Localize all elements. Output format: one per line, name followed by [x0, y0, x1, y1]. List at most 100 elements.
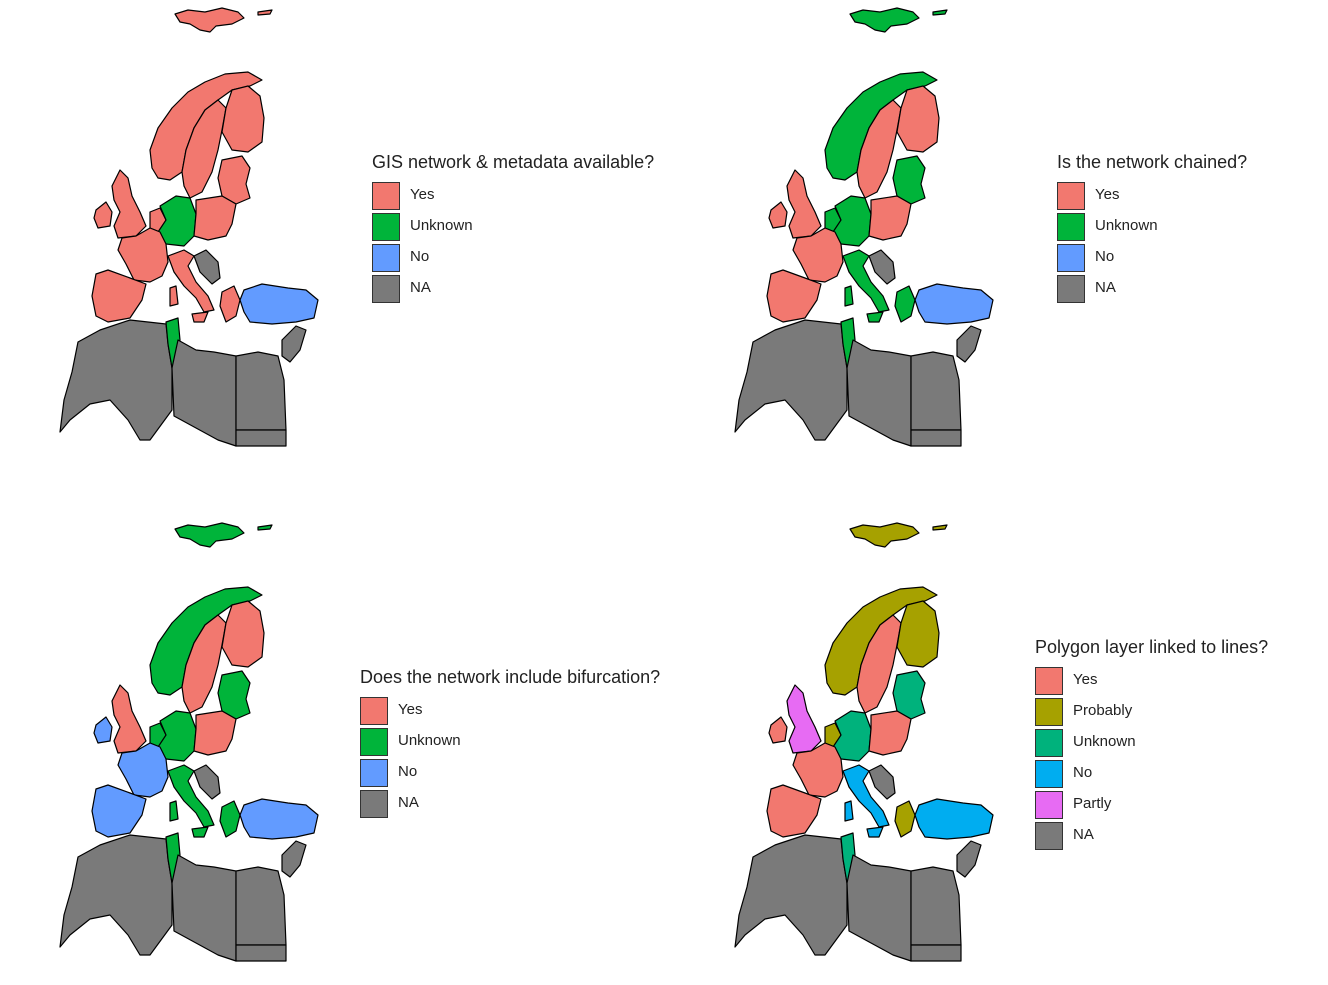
- turkey-region: [914, 283, 994, 325]
- legend-label: No: [398, 763, 418, 780]
- legend-label: Unknown: [1073, 733, 1136, 750]
- legend-label: NA: [410, 279, 431, 296]
- ireland-region: [768, 716, 788, 744]
- choropleth-map: [734, 7, 994, 447]
- legend-item-no: No: [1035, 759, 1268, 790]
- choropleth-map: [734, 522, 994, 962]
- svalbard-island-region: [257, 9, 273, 16]
- ireland-region: [93, 201, 113, 229]
- legend-swatch: [1057, 213, 1085, 241]
- legend-swatch: [1035, 791, 1063, 819]
- sicily-region: [191, 311, 209, 323]
- ireland-region: [768, 201, 788, 229]
- legend: Is the network chained? Yes Unknown No NA: [1057, 152, 1247, 305]
- svalbard-region: [174, 7, 245, 33]
- baltics-region: [217, 155, 251, 205]
- svalbard-island-region: [932, 9, 948, 16]
- levant-region: [956, 325, 982, 363]
- greece-region: [219, 800, 241, 838]
- legend-label: Yes: [398, 701, 423, 718]
- legend-label: Yes: [1073, 671, 1098, 688]
- legend-item-no: No: [360, 758, 660, 789]
- legend-swatch: [1035, 698, 1063, 726]
- legend-item-yes: Yes: [1035, 666, 1268, 697]
- germany-region: [157, 195, 197, 247]
- svalbard-island-region: [932, 524, 948, 531]
- legend-item-unknown: Unknown: [372, 212, 654, 243]
- legend-title: Is the network chained?: [1057, 152, 1248, 172]
- legend-title: GIS network & metadata available?: [372, 152, 655, 172]
- sicily-region: [866, 826, 884, 838]
- iberia-region: [91, 784, 147, 838]
- africa-south-edge-region: [235, 429, 287, 447]
- baltics-region: [217, 670, 251, 720]
- legend-swatch: [1035, 760, 1063, 788]
- baltics-region: [892, 670, 926, 720]
- turkey-region: [914, 798, 994, 840]
- sardinia-region: [169, 285, 179, 307]
- sardinia-region: [169, 800, 179, 822]
- libya-region: [846, 339, 912, 447]
- legend-label: Partly: [1073, 795, 1112, 812]
- legend-label: NA: [1073, 826, 1094, 843]
- greece-region: [894, 285, 916, 323]
- legend-swatch: [372, 182, 400, 210]
- poland-region: [193, 710, 237, 756]
- france-region: [117, 742, 169, 798]
- italy-region: [842, 764, 890, 828]
- uk-region: [111, 169, 147, 239]
- levant-region: [281, 325, 307, 363]
- libya-region: [171, 854, 237, 962]
- svalbard-region: [849, 522, 920, 548]
- egypt-region: [910, 866, 962, 946]
- choropleth-map: [59, 7, 319, 447]
- legend-title: Polygon layer linked to lines?: [1035, 637, 1269, 657]
- italy-region: [842, 249, 890, 313]
- legend-label: Probably: [1073, 702, 1133, 719]
- legend-label: NA: [398, 794, 419, 811]
- levant-region: [281, 840, 307, 878]
- iberia-region: [766, 784, 822, 838]
- sardinia-region: [844, 285, 854, 307]
- balkans-region: [193, 764, 221, 800]
- legend-label: No: [1073, 764, 1093, 781]
- legend-item-unknown: Unknown: [1035, 728, 1268, 759]
- legend-label: Yes: [410, 186, 435, 203]
- legend-label: No: [410, 248, 430, 265]
- balkans-region: [193, 249, 221, 285]
- italy-region: [167, 249, 215, 313]
- legend-swatch: [360, 759, 388, 787]
- libya-region: [846, 854, 912, 962]
- maghreb-region: [734, 834, 848, 956]
- iberia-region: [91, 269, 147, 323]
- germany-region: [157, 710, 197, 762]
- poland-region: [193, 195, 237, 241]
- africa-south-edge-region: [910, 944, 962, 962]
- libya-region: [171, 339, 237, 447]
- maghreb-region: [734, 319, 848, 441]
- legend: Does the network include bifurcation? Ye…: [360, 667, 660, 820]
- legend-items: Yes Unknown No NA: [372, 181, 654, 305]
- uk-region: [111, 684, 147, 754]
- uk-region: [786, 684, 822, 754]
- balkans-region: [868, 764, 896, 800]
- egypt-region: [235, 866, 287, 946]
- legend-item-na: NA: [1035, 821, 1268, 852]
- legend-swatch: [372, 213, 400, 241]
- legend-item-no: No: [372, 243, 654, 274]
- svalbard-region: [174, 522, 245, 548]
- france-region: [792, 742, 844, 798]
- africa-south-edge-region: [910, 429, 962, 447]
- legend-swatch: [372, 275, 400, 303]
- legend-item-yes: Yes: [1057, 181, 1247, 212]
- balkans-region: [868, 249, 896, 285]
- finland-region: [896, 85, 940, 153]
- sicily-region: [191, 826, 209, 838]
- legend-item-probably: Probably: [1035, 697, 1268, 728]
- poland-region: [868, 195, 912, 241]
- maghreb-region: [59, 319, 173, 441]
- legend-item-na: NA: [372, 274, 654, 305]
- greece-region: [894, 800, 916, 838]
- legend-label: Unknown: [1095, 217, 1158, 234]
- svalbard-region: [849, 7, 920, 33]
